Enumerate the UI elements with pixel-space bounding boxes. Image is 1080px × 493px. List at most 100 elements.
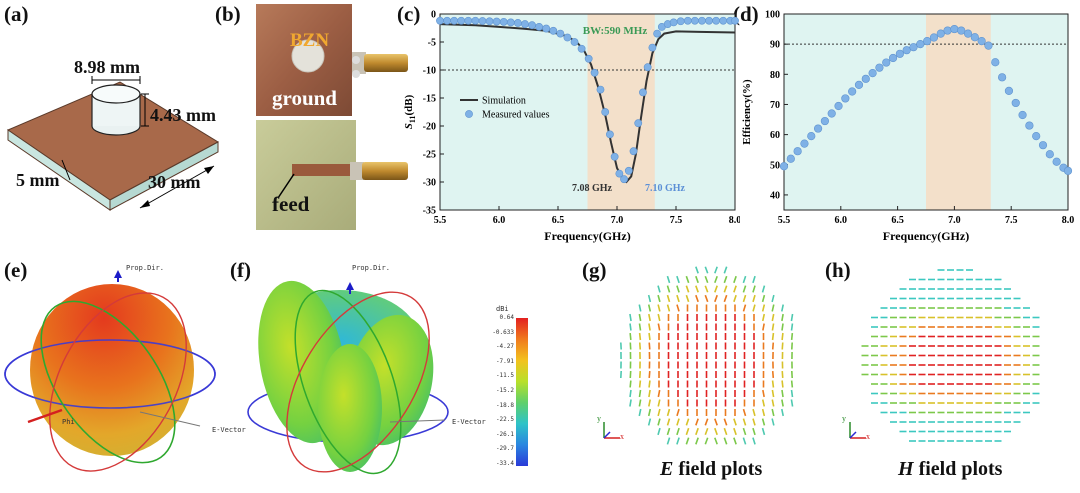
field-arrow	[771, 304, 775, 312]
field-arrow	[657, 418, 661, 426]
efficiency-point	[909, 43, 918, 52]
field-arrow	[771, 294, 775, 303]
field-arrow	[742, 408, 747, 417]
feed-label: feed	[272, 192, 310, 216]
field-arrow	[647, 304, 652, 312]
measured-point	[535, 22, 544, 31]
measured-point	[584, 54, 593, 63]
efficiency-point	[868, 69, 877, 78]
resonator-top	[91, 84, 141, 104]
y-tick-label: -35	[423, 206, 436, 217]
efficiency-point	[984, 41, 993, 50]
field-arrow	[685, 275, 690, 284]
efficiency-point	[977, 37, 986, 46]
measured-point	[570, 38, 579, 46]
plot-frame	[439, 13, 736, 211]
field-arrow	[638, 380, 642, 388]
efficiency-point	[895, 49, 904, 58]
field-arrow	[771, 313, 775, 322]
field-arrow	[648, 313, 651, 322]
field-arrow	[714, 437, 718, 445]
x-tick-label: 6.0	[493, 215, 506, 226]
e-field-plot	[620, 266, 794, 445]
x-axis-title: Frequency(GHz)	[544, 229, 630, 243]
field-arrow	[742, 275, 747, 284]
measured-point	[669, 18, 678, 27]
field-arrow	[657, 285, 661, 293]
legend-label-simulation: Simulation	[482, 96, 526, 107]
photo-ground-side	[256, 4, 408, 116]
colorbar-tick: -4.27	[495, 343, 514, 351]
field-arrow	[771, 370, 775, 379]
e-vector-label-f: E-Vector	[452, 418, 486, 426]
prop-dir-label-e: Prop.Dir.	[126, 264, 164, 272]
efficiency-point	[841, 94, 850, 103]
field-arrow	[771, 380, 775, 388]
field-arrow	[771, 323, 775, 331]
field-arrow	[638, 408, 642, 417]
x-axis-title: Frequency(GHz)	[883, 229, 969, 243]
substrate-right-edge	[109, 141, 219, 211]
field-arrow	[648, 332, 651, 341]
field-arrow	[733, 294, 737, 303]
efficiency-point	[1011, 98, 1020, 108]
field-arrow	[638, 389, 642, 398]
field-arrow	[781, 389, 784, 398]
measured-point	[615, 169, 624, 178]
sma-connector	[364, 54, 408, 72]
field-arrow	[723, 427, 728, 436]
field-arrow	[666, 437, 671, 445]
colorbar-tick: -15.2	[495, 387, 514, 394]
colorbar-ticks: 0.64 -0.633 -4.27 -7.91 -11.5 -15.2 -18.8 -22.5…	[486, 314, 514, 474]
field-arrow	[695, 427, 699, 436]
field-arrow	[781, 399, 784, 407]
field-arrow	[780, 408, 785, 417]
efficiency-point	[827, 109, 836, 118]
field-arrow	[781, 380, 784, 388]
resonance-mark-left: 7.08 GHz	[572, 183, 613, 194]
plot-frame	[783, 13, 1069, 211]
field-arrow	[695, 266, 699, 274]
field-arrow	[742, 437, 747, 445]
efficiency-chart: 5.5 6.0 6.5 7.0 7.5 8.0 40 50 60 70 80 90 100 Efficie…	[741, 10, 1074, 244]
efficiency-point	[875, 63, 884, 72]
y-tick-label: 80	[770, 70, 780, 81]
field-arrow	[771, 389, 775, 398]
field-arrow	[657, 427, 661, 436]
efficiency-point	[923, 37, 932, 46]
field-arrow	[761, 313, 766, 322]
efficiency-point	[902, 46, 911, 55]
panel-label-a: (a)	[4, 2, 29, 26]
efficiency-point	[1045, 150, 1054, 159]
efficiency-point	[834, 101, 843, 111]
x-tick-label: 6.0	[835, 215, 848, 226]
field-arrow	[742, 418, 747, 426]
bzn-resonator	[291, 39, 325, 73]
field-arrow	[723, 285, 728, 293]
field-arrow	[723, 437, 728, 445]
y-tick-label: 40	[770, 190, 780, 201]
measured-point	[690, 16, 699, 25]
field-arrow	[733, 427, 737, 436]
x-tick-label: 8.0	[729, 215, 740, 226]
phi-label-e: Phi	[62, 418, 75, 426]
field-arrow	[704, 285, 709, 293]
field-arrow	[685, 427, 690, 436]
measured-point	[643, 63, 652, 72]
field-arrow	[676, 275, 680, 284]
x-tick-label: 7.0	[611, 215, 624, 226]
y-tick-label: 90	[770, 40, 780, 51]
efficiency-point	[807, 132, 816, 141]
field-arrow	[695, 285, 699, 293]
radiation-pattern-f	[247, 280, 449, 475]
field-arrow	[752, 418, 756, 426]
field-arrow	[714, 294, 718, 303]
field-arrow	[790, 389, 794, 398]
y-tick-label: 60	[770, 130, 780, 141]
field-arrow	[723, 418, 728, 426]
efficiency-point	[779, 162, 789, 171]
field-arrow	[638, 399, 642, 407]
colorbar	[516, 318, 528, 466]
measured-point	[634, 119, 643, 128]
measured-point	[648, 43, 657, 52]
